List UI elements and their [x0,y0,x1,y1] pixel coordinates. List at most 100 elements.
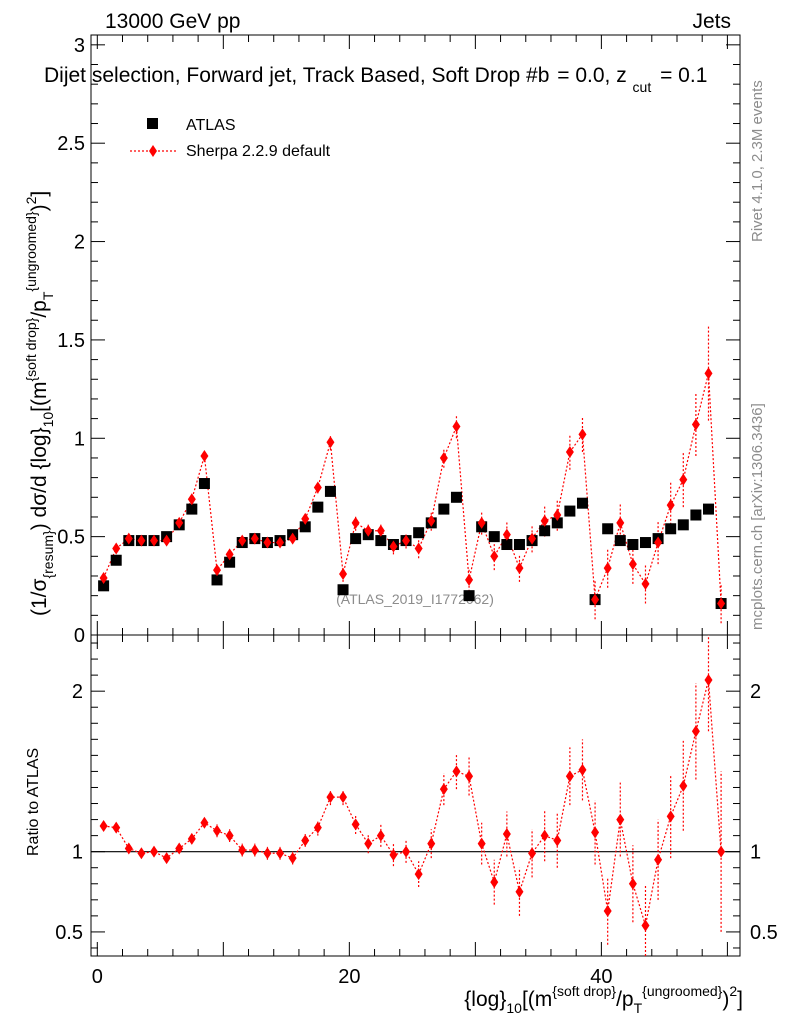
sherpa-point [364,524,373,537]
sherpa-point [263,536,272,549]
ratio-y-tick-label: 0.5 [55,922,83,944]
y-axis-label-ratio: Ratio to ATLAS [25,748,42,856]
main-y-tick-label: 2.5 [57,133,85,155]
ratio-point [502,828,511,841]
process-label: Jets [692,10,731,33]
main-y-tick-label: 0.5 [57,527,85,549]
ratio-point [150,845,159,858]
ratio-y-tick-label-right: 2 [750,681,761,703]
ratio-point [628,877,637,890]
ratio-point [263,847,272,860]
atlas-data-point [539,525,551,537]
atlas-data-point [665,523,677,535]
sherpa-point [603,562,612,575]
plot-title-beta: = 0.0, z [557,64,626,87]
atlas-data-point [375,535,387,547]
atlas-data-point [564,505,576,517]
ratio-point [452,765,461,778]
atlas-data-point [639,537,651,549]
sherpa-point [679,473,688,486]
sherpa-point [112,542,121,555]
ratio-point [717,845,726,858]
sherpa-point [515,562,524,575]
sherpa-point [591,593,600,606]
ratio-series-group [99,635,726,956]
main-axis-ticks: 0 0.5 1 1.5 2 2.5 3 [57,35,740,647]
main-y-tick-label: 0 [74,625,85,647]
sherpa-point [490,550,499,563]
sherpa-point [99,571,108,584]
ratio-point [250,844,259,857]
sherpa-point [187,493,196,506]
plot-title-tail: = 0.1 [660,64,707,87]
ratio-point [515,885,524,898]
sherpa-point [402,534,411,547]
sherpa-point [213,564,222,577]
sherpa-point [452,420,461,433]
atlas-data-point [110,554,122,566]
atlas-data-point [463,590,475,602]
sherpa-point [666,499,675,512]
sherpa-point [704,367,713,380]
atlas-data-point [224,556,236,568]
sherpa-point [540,514,549,527]
sherpa-point [654,536,663,549]
atlas-data-point [501,539,513,551]
x-tick-label: 20 [338,966,360,988]
atlas-data-point [551,517,563,529]
sherpa-point [238,534,247,547]
main-y-tick-label: 3 [74,35,85,57]
atlas-data-point [186,503,198,515]
ratio-point [553,834,562,847]
ratio-point [276,847,285,860]
ratio-point [238,844,247,857]
atlas-data-point [513,539,525,551]
ratio-y-tick-label: 1 [72,842,83,864]
plot-title: Dijet selection, Forward jet, Track Base… [44,64,707,97]
ratio-point [439,783,448,796]
ratio-point [477,837,486,850]
main-y-tick-label: 2 [74,232,85,254]
x-tick-label: 40 [590,966,612,988]
ratio-point [427,837,436,850]
ratio-point [326,791,335,804]
main-y-tick-label: 1 [74,428,85,450]
atlas-data-point [614,535,626,547]
atlas-data-point [312,501,324,513]
sherpa-point [389,540,398,553]
sherpa-point [717,597,726,610]
atlas-data-point [602,523,614,535]
ratio-point [666,810,675,823]
energy-label: 13000 GeV pp [105,10,240,33]
sherpa-point [200,449,209,462]
ratio-point [175,842,184,855]
ratio-point [288,852,297,865]
mcplots-label: mcplots.cern.ch [arXiv:1306.3436] [749,403,766,630]
ratio-point [691,725,700,738]
ratio-point [540,829,549,842]
atlas-data-point [337,584,349,596]
ratio-point [641,919,650,932]
legend: ATLAS Sherpa 2.2.9 default [130,117,331,160]
ratio-y-tick-label-right: 0.5 [750,922,778,944]
sherpa-point [175,516,184,529]
plot-title-cut-sub: cut [633,79,652,95]
ratio-point [654,853,663,866]
atlas-data-point [627,539,639,551]
ratio-y-tick-label-right: 1 [750,842,761,864]
sherpa-point [528,532,537,545]
ratio-point [339,791,348,804]
ratio-point [225,829,234,842]
ratio-point [99,819,108,832]
atlas-data-point [488,531,500,543]
sherpa-point [124,532,133,545]
atlas-data-point [690,509,702,521]
ratio-point [616,813,625,826]
sherpa-point [691,418,700,431]
main-y-tick-label: 1.5 [57,330,85,352]
atlas-data-point [198,478,210,490]
atlas-data-point [324,485,336,497]
ratio-point [704,673,713,686]
sherpa-point [326,436,335,449]
sherpa-point [414,542,423,555]
